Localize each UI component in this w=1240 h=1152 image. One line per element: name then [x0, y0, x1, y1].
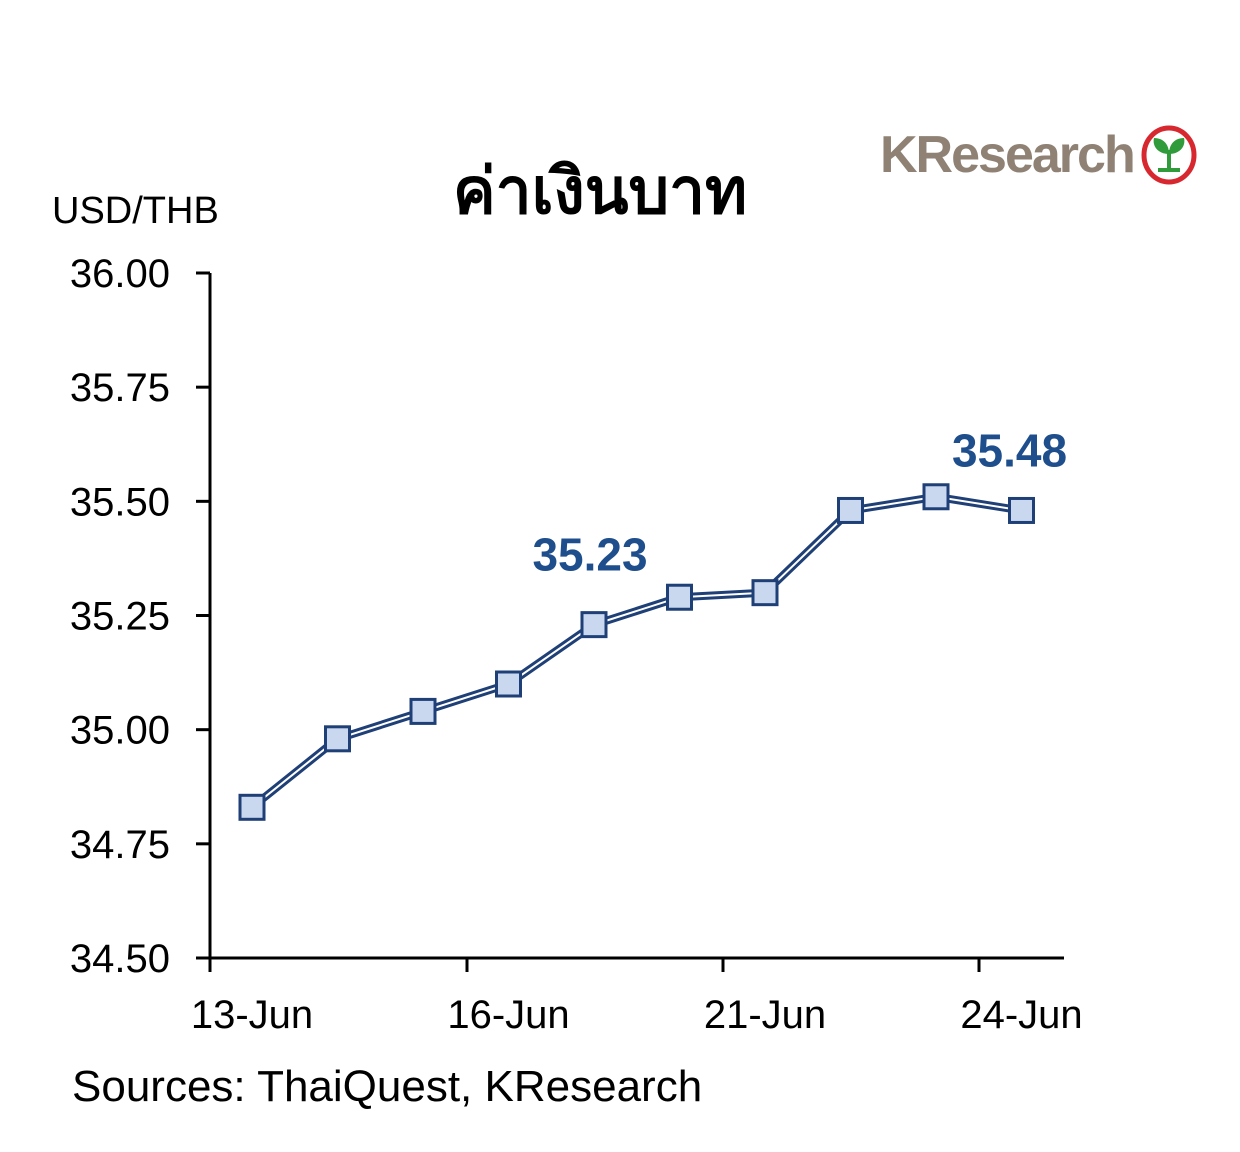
y-tick-label: 35.50 [70, 480, 170, 524]
chart-title: ค่าเงินบาท [452, 155, 748, 229]
data-label: 35.48 [952, 424, 1067, 476]
y-tick-label: 35.00 [70, 709, 170, 753]
data-point [837, 496, 864, 524]
data-point [1008, 496, 1035, 524]
y-tick-label: 34.50 [70, 937, 170, 981]
sources-note: Sources: ThaiQuest, KResearch [72, 1062, 703, 1111]
x-tick-label: 21-Jun [704, 993, 826, 1037]
y-tick-label: 35.75 [70, 366, 170, 410]
data-point [751, 579, 779, 607]
y-tick-label: 36.00 [70, 252, 170, 296]
y-tick-label: 35.25 [70, 595, 170, 639]
series-line-highlight [251, 495, 1022, 809]
y-tick-label: 34.75 [70, 823, 170, 867]
data-point [409, 697, 437, 725]
data-point [666, 583, 693, 611]
leaf-circle-logo-icon [1141, 125, 1197, 185]
data-label: 35.23 [532, 529, 647, 581]
data-point [495, 670, 522, 698]
x-tick-label: 13-Jun [191, 993, 313, 1037]
x-tick-label: 16-Jun [447, 993, 569, 1037]
data-point [922, 483, 950, 511]
y-axis-label: USD/THB [52, 190, 219, 232]
data-point [238, 793, 266, 821]
x-tick-label: 24-Jun [960, 993, 1082, 1037]
data-point [580, 611, 608, 639]
kresearch-logo: KResearch [880, 124, 1198, 186]
brand-name: KResearch [880, 126, 1136, 184]
data-point [324, 725, 351, 753]
